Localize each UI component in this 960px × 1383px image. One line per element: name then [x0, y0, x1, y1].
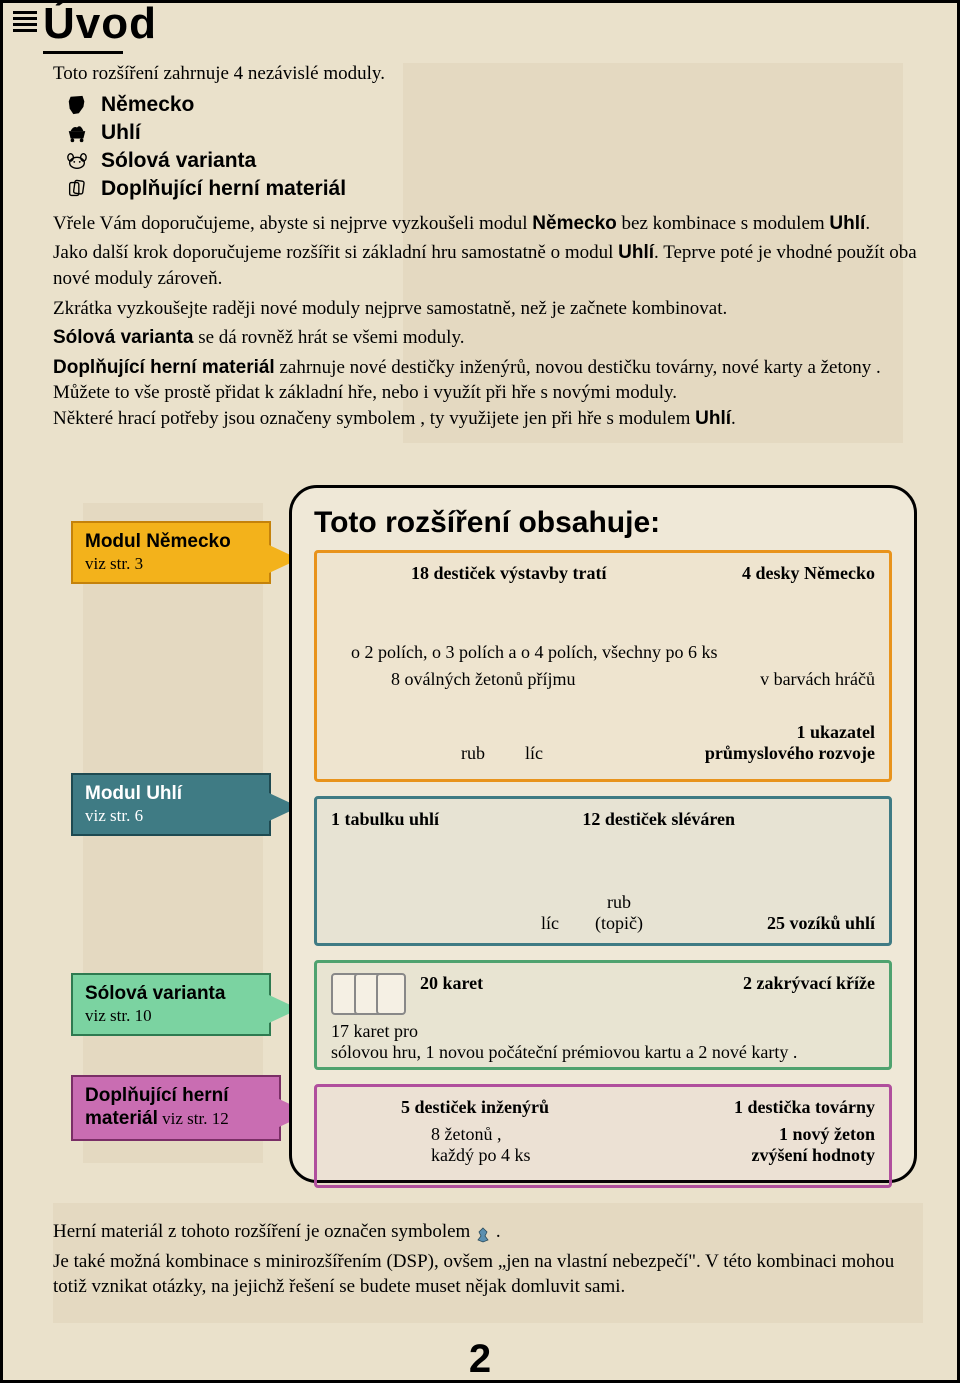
label-rub: rub (topič)	[595, 892, 643, 934]
callout-sub: viz str. 6	[85, 806, 257, 826]
label-rub: rub	[461, 743, 485, 764]
callout-title: Modul Uhlí	[85, 783, 257, 806]
dog-icon	[63, 149, 91, 173]
page-title: Úvod	[43, 0, 157, 49]
footer-section: Herní materiál z tohoto rozšíření je ozn…	[53, 1219, 917, 1300]
contents-extra: 5 destiček inženýrů 1 destička továrny 8…	[314, 1084, 892, 1188]
module-label: Sólová varianta	[101, 149, 256, 173]
title-underline	[43, 51, 123, 54]
item: 8 oválných žetonů příjmu	[391, 669, 575, 690]
module-label: Německo	[101, 93, 194, 117]
intro-para: Můžete to vše prostě přidat k základní h…	[53, 380, 917, 406]
callout-title: Modul Německo	[85, 531, 257, 554]
callout-solo: Sólová varianta viz str. 10	[71, 973, 271, 1036]
item: 8 žetonů , každý po 4 ks	[431, 1124, 530, 1166]
intro-para: Některé hrací potřeby jsou označeny symb…	[53, 406, 917, 432]
page: Úvod Toto rozšíření zahrnuje 4 nezávislé…	[0, 0, 960, 1383]
intro-section: Toto rozšíření zahrnuje 4 nezávislé modu…	[53, 61, 917, 436]
menu-icon	[13, 11, 37, 31]
item: 4 desky Německo	[742, 563, 875, 584]
intro-para: Vřele Vám doporučujeme, abyste si nejprv…	[53, 211, 917, 237]
module-item-germany: Německo	[63, 93, 917, 117]
side-label: Úvod	[0, 1255, 1, 1340]
contents-coal: 1 tabulku uhlí 12 destiček sléváren líc …	[314, 796, 892, 946]
callout-extra: Doplňující herní materiál viz str. 12	[71, 1075, 281, 1141]
callout-coal: Modul Uhlí viz str. 6	[71, 773, 271, 836]
intro-line: Toto rozšíření zahrnuje 4 nezávislé modu…	[53, 61, 917, 87]
intro-para: Zkrátka vyzkoušejte raději nové moduly n…	[53, 296, 917, 322]
item: 18 destiček výstavby tratí	[411, 563, 606, 584]
contents-solo: 20 karet 2 zakrývací kříže 17 karet pro …	[314, 960, 892, 1070]
cards-icon	[63, 177, 91, 201]
item: 1 ukazatel průmyslového rozvoje	[705, 722, 875, 764]
item: 2 zakrývací kříže	[743, 973, 875, 994]
germany-icon	[63, 93, 91, 117]
footer-para: Je také možná kombinace s minirozšířením…	[53, 1249, 917, 1300]
footer-para: Herní materiál z tohoto rozšíření je ozn…	[53, 1219, 917, 1245]
intro-para: Doplňující herní materiál zahrnuje nové …	[53, 355, 917, 381]
item: 12 destiček sléváren	[582, 809, 735, 830]
card-icon	[376, 973, 406, 1015]
item: 17 karet pro	[331, 1021, 875, 1042]
coal-cart-icon	[63, 121, 91, 145]
item: 25 vozíků uhlí	[767, 913, 875, 934]
page-number: 2	[469, 1337, 491, 1382]
module-label: Doplňující herní materiál	[101, 177, 346, 201]
item: 20 karet	[420, 973, 483, 994]
callout-sub: viz str. 10	[85, 1006, 257, 1026]
item: 1 nový žeton zvýšení hodnoty	[751, 1124, 875, 1166]
callout-sub: viz str. 12	[158, 1109, 229, 1128]
intro-para: Sólová varianta se dá rovněž hrát se vše…	[53, 325, 917, 351]
module-list: Německo Uhlí Sólová varianta Doplňující …	[63, 93, 917, 201]
contents-box: Toto rozšíření obsahuje: 18 destiček výs…	[289, 485, 917, 1183]
contents-germany: 18 destiček výstavby tratí 4 desky Němec…	[314, 550, 892, 782]
label-lic: líc	[525, 743, 543, 764]
item: 5 destiček inženýrů	[401, 1097, 549, 1118]
module-item-solo: Sólová varianta	[63, 149, 917, 173]
expansion-symbol-icon	[475, 1225, 491, 1241]
callout-title: Sólová varianta	[85, 983, 257, 1006]
label-lic: líc	[541, 913, 559, 934]
item: o 2 polích, o 3 polích a o 4 polích, vše…	[351, 642, 875, 663]
module-item-coal: Uhlí	[63, 121, 917, 145]
item: 1 tabulku uhlí	[331, 809, 439, 830]
module-label: Uhlí	[101, 121, 141, 145]
intro-para: Jako další krok doporučujeme rozšířit si…	[53, 240, 917, 291]
contents-heading: Toto rozšíření obsahuje:	[314, 506, 892, 540]
module-item-extra: Doplňující herní materiál	[63, 177, 917, 201]
item: sólovou hru, 1 novou počáteční prémiovou…	[331, 1042, 875, 1063]
callout-germany: Modul Německo viz str. 3	[71, 521, 271, 584]
callout-sub: viz str. 3	[85, 554, 257, 574]
item: v barvách hráčů	[760, 669, 875, 690]
item: 1 destička továrny	[734, 1097, 875, 1118]
